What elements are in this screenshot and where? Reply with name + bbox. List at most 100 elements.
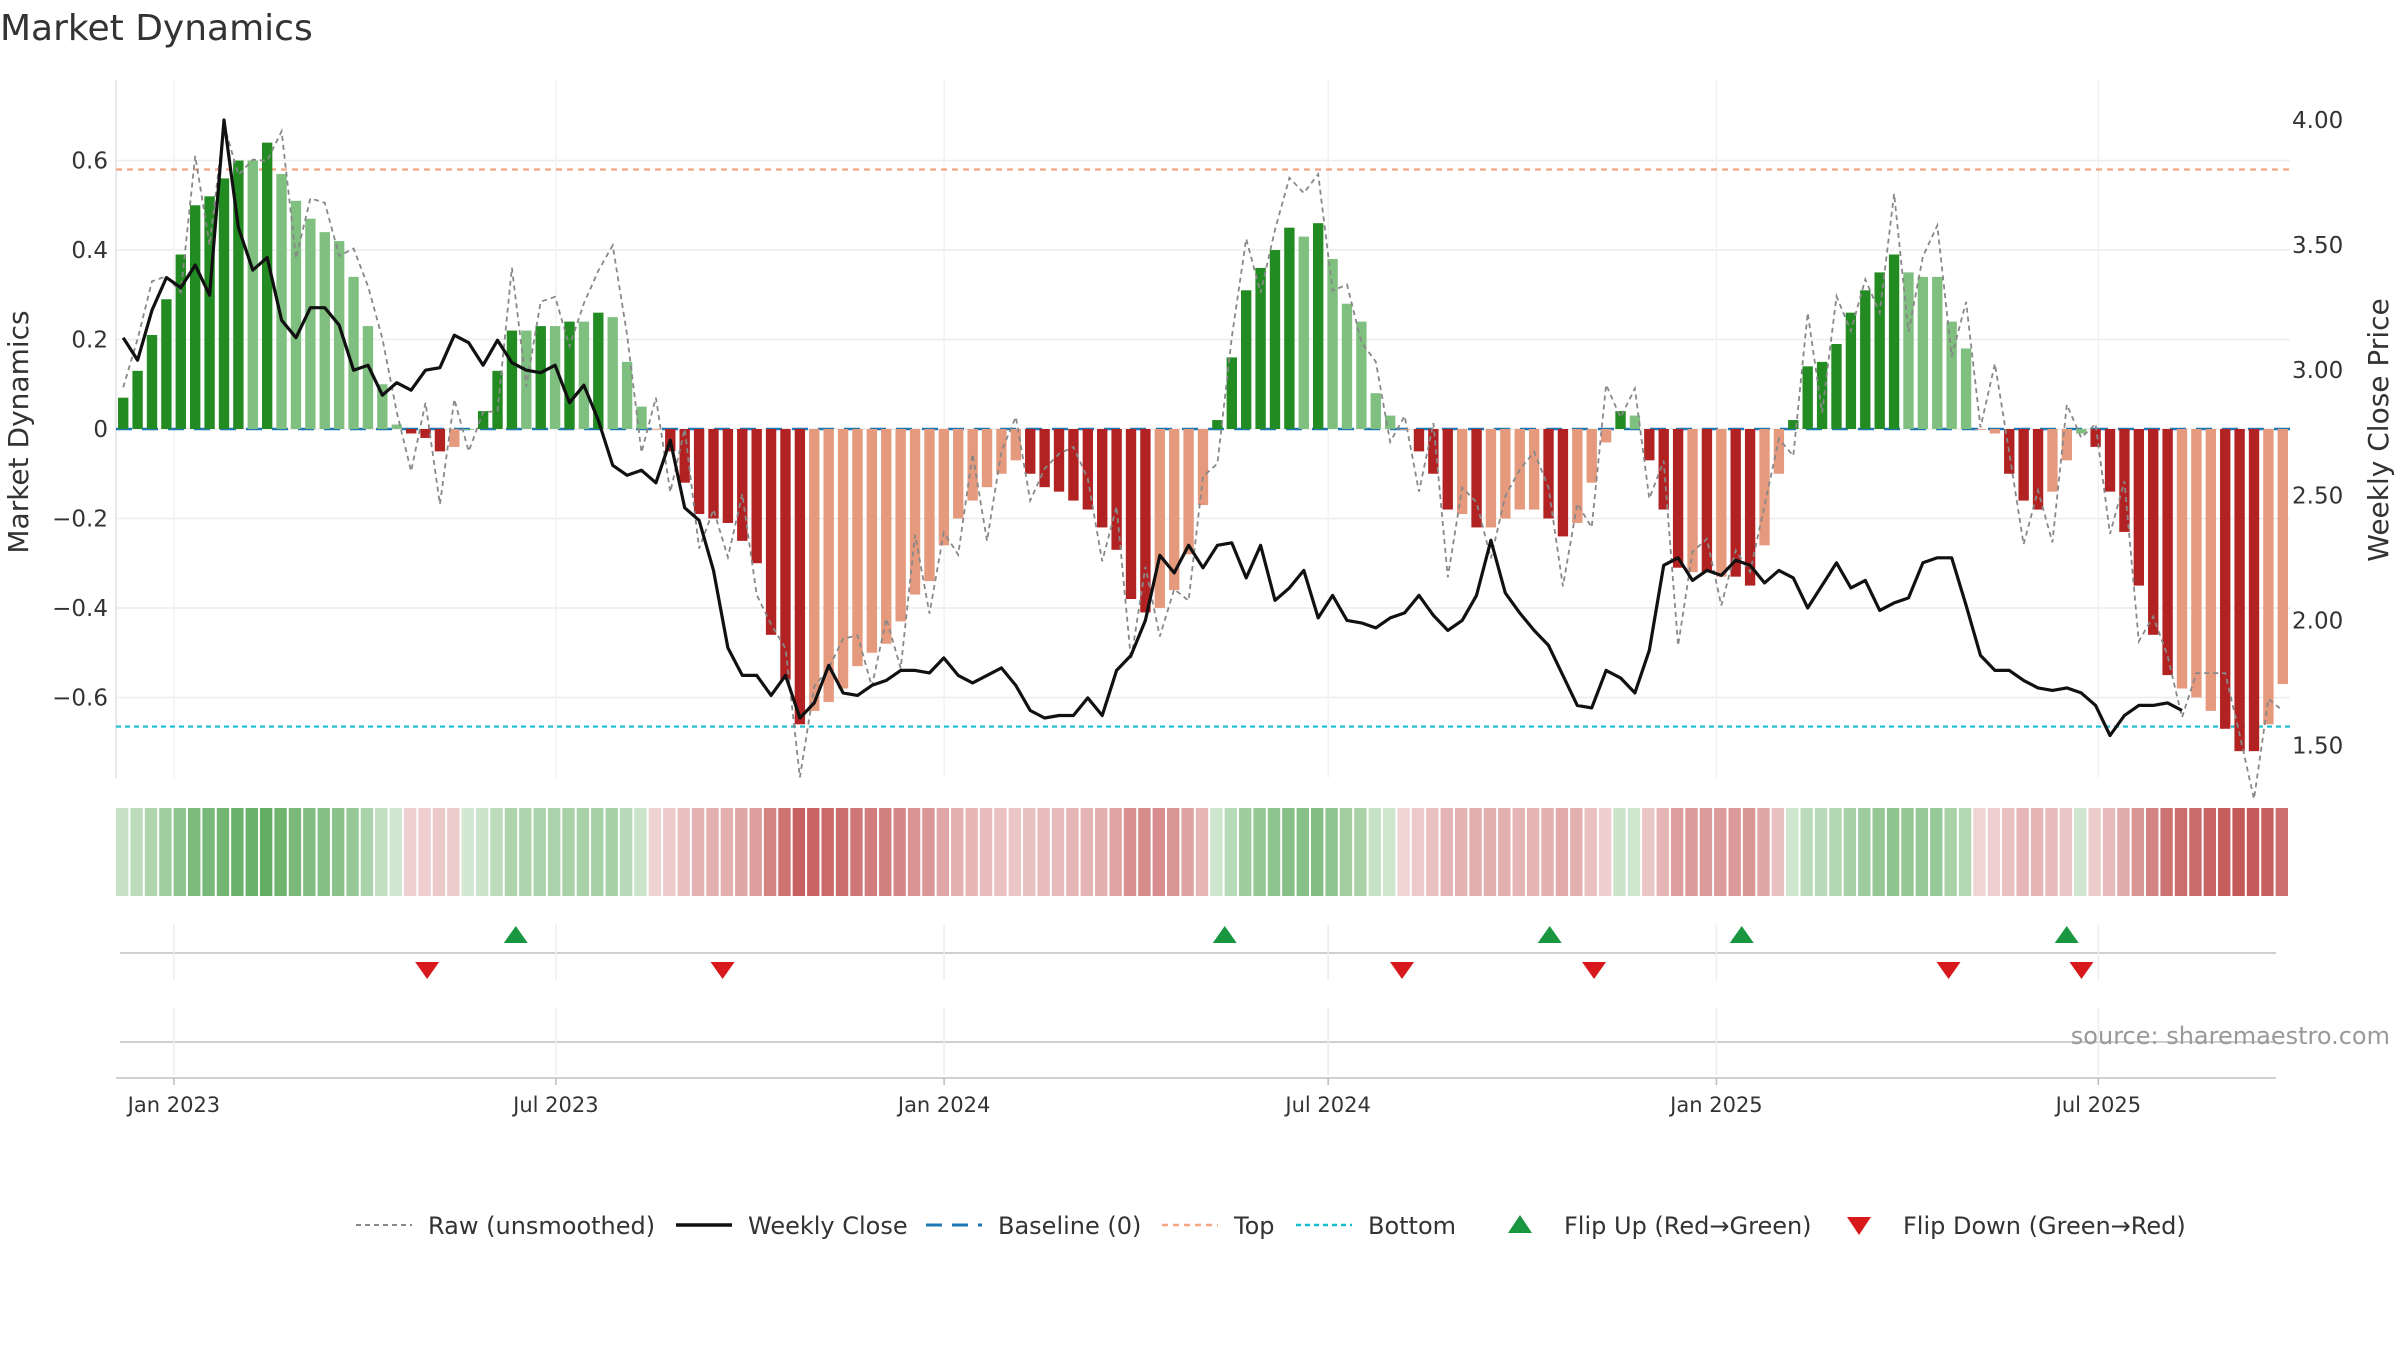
y2-tick-label: 2.00 — [2292, 608, 2343, 634]
date-tick-label: Jan 2024 — [896, 1093, 991, 1117]
regime-cell — [1023, 808, 1036, 896]
regime-cell — [2002, 808, 2015, 896]
y2-tick-label: 4.00 — [2292, 108, 2343, 134]
legend-item-top: Top — [1162, 1212, 1275, 1240]
dynamics-bar — [809, 429, 820, 711]
legend-label: Raw (unsmoothed) — [428, 1212, 655, 1240]
weekly-close-series — [121, 118, 2183, 738]
regime-cell — [663, 808, 676, 896]
dynamics-bar — [679, 429, 690, 483]
source-label: source: sharemaestro.com — [2071, 1022, 2390, 1050]
dynamics-bar — [535, 326, 546, 429]
dynamics-bar — [333, 241, 345, 429]
dynamics-bar — [1687, 429, 1698, 573]
dynamics-bar — [420, 429, 431, 438]
regime-cell — [691, 808, 705, 896]
dynamics-bar — [1903, 272, 1914, 429]
regime-cell — [1613, 808, 1626, 896]
dynamics-bar — [290, 200, 302, 429]
dynamics-bar — [909, 429, 921, 595]
regime-cell — [1282, 808, 1295, 896]
legend-label: Baseline (0) — [998, 1212, 1141, 1240]
regime-cell — [1167, 808, 1180, 896]
dynamics-bar — [477, 411, 489, 429]
regime-cell — [1181, 808, 1194, 896]
y2-tick-label: 1.50 — [2292, 733, 2343, 759]
dynamics-bar — [1975, 429, 1986, 430]
flip-down-marker — [1582, 962, 1607, 979]
regime-cell — [504, 808, 518, 896]
regime-cell — [1368, 808, 1381, 896]
regime-cell — [1267, 808, 1281, 896]
regime-cell — [1037, 808, 1050, 896]
regime-cell — [677, 808, 690, 896]
regime-cell — [116, 808, 129, 896]
dynamics-bar — [1932, 276, 1943, 429]
dynamics-bar — [1730, 429, 1741, 577]
dynamics-bar — [247, 160, 258, 430]
legend-label: Flip Down (Green→Red) — [1903, 1212, 2186, 1240]
regime-cell — [403, 808, 417, 896]
regime-cell — [1253, 808, 1266, 896]
date-tick-label: Jul 2023 — [511, 1093, 598, 1117]
chart-title: Market Dynamics — [0, 8, 313, 49]
dynamics-bar — [1197, 429, 1209, 506]
y-tick-label: −0.2 — [52, 506, 108, 532]
regime-cell — [1742, 808, 1756, 896]
legend-item-close: Weekly Close — [676, 1212, 908, 1240]
regime-cell — [821, 808, 834, 896]
regime-cell — [2059, 808, 2073, 896]
date-tick-label: Jan 2025 — [1668, 1093, 1763, 1117]
regime-cell — [2246, 808, 2260, 896]
dynamics-bar — [823, 429, 834, 702]
dynamics-bar — [1097, 429, 1108, 528]
dynamics-bar — [1672, 429, 1684, 568]
regime-cell — [605, 808, 618, 896]
dynamics-bar — [1140, 429, 1151, 613]
regime-cell — [1786, 808, 1799, 896]
dynamics-bar — [780, 429, 791, 680]
dynamics-bar — [1500, 429, 1511, 519]
regime-cell — [1382, 808, 1396, 896]
regime-cell — [1526, 808, 1540, 896]
regime-cell — [965, 808, 978, 896]
empty-panel — [116, 1008, 2276, 1079]
dynamics-bar — [1341, 303, 1353, 429]
regime-cell — [2088, 808, 2101, 896]
regime-cell — [1714, 808, 1727, 896]
dynamics-bar — [204, 196, 215, 429]
dynamics-bar — [881, 429, 892, 644]
regime-cell — [1095, 808, 1108, 896]
regime-cell — [1886, 808, 1900, 896]
flip-down-marker — [2069, 962, 2094, 979]
flip-up-marker — [503, 926, 528, 943]
regime-cell — [159, 808, 172, 896]
dynamics-bar — [1572, 429, 1583, 523]
dynamics-bar — [1442, 429, 1453, 510]
dynamics-bar — [276, 173, 287, 429]
dynamics-bar — [1428, 429, 1439, 474]
dynamics-bar — [2090, 429, 2101, 447]
dynamics-bar — [1701, 429, 1713, 573]
regime-cell — [706, 808, 719, 896]
regime-cell — [1699, 808, 1713, 896]
regime-cell — [1858, 808, 1871, 896]
regime-cell — [274, 808, 287, 896]
y2-axis-label: Weekly Close Price — [2362, 298, 2395, 561]
dynamics-bar — [362, 326, 374, 429]
regime-cell — [1138, 808, 1151, 896]
legend-label: Weekly Close — [748, 1212, 908, 1240]
dynamics-bar — [233, 160, 244, 430]
dynamics-bar — [434, 429, 446, 452]
dynamics-bar — [1399, 429, 1410, 430]
dynamics-bar — [463, 429, 474, 430]
dynamics-bar — [1284, 227, 1295, 429]
regime-cell — [1397, 808, 1410, 896]
dynamics-bar — [1759, 429, 1770, 546]
left-axis: 0.6 0.4 0.2 0 −0.2 −0.4 −0.6 — [52, 149, 108, 712]
regime-cell — [1354, 808, 1367, 896]
regime-cell — [2232, 808, 2245, 896]
dynamics-bar — [722, 429, 734, 523]
dynamics-bar — [2191, 429, 2202, 698]
regime-cell — [1066, 808, 1079, 896]
